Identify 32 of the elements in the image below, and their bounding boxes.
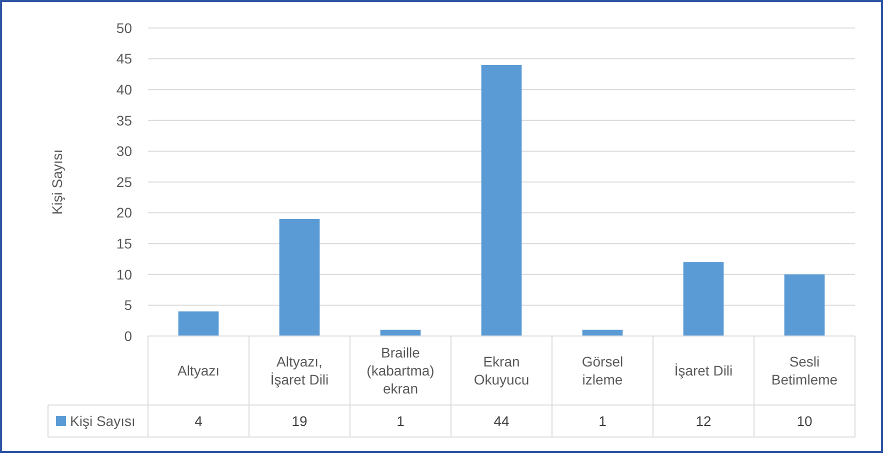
x-tick-label: Ekran Okuyucu <box>474 353 530 388</box>
data-label: 1 <box>598 412 607 429</box>
y-tick-label: 0 <box>124 328 132 344</box>
y-tick-label: 50 <box>116 20 132 36</box>
x-tick-label: Sesli Betimleme <box>771 353 838 388</box>
data-label: 1 <box>396 412 405 429</box>
x-tick-label: Braille (kabartma) ekran <box>366 344 434 396</box>
x-tick-label: Görsel izleme <box>582 353 624 388</box>
y-tick-label: 20 <box>116 204 132 221</box>
y-tick-label: 30 <box>116 143 132 160</box>
bar <box>178 311 219 336</box>
bar <box>784 274 825 336</box>
y-tick-label: 15 <box>116 236 132 252</box>
data-label: 4 <box>194 412 203 429</box>
bar <box>279 218 320 336</box>
x-tick-label: Altyazı, İşaret Dili <box>270 353 329 388</box>
legend-label: Kişi Sayısı <box>70 412 136 429</box>
y-tick-label: 35 <box>116 112 132 128</box>
y-tick-label: 40 <box>116 82 132 98</box>
data-label: 10 <box>796 412 812 429</box>
y-tick-label: 10 <box>116 266 132 282</box>
data-label: 12 <box>696 412 712 429</box>
data-label: 44 <box>494 412 510 429</box>
data-label: 19 <box>292 412 308 429</box>
x-tick-label: Altyazı <box>177 362 220 378</box>
y-tick-label: 45 <box>116 50 132 67</box>
y-axis-title: Kişi Sayısı <box>49 149 65 215</box>
bar <box>481 64 522 336</box>
x-tick-label: İşaret Dili <box>674 362 733 378</box>
y-tick-label: 5 <box>124 297 132 314</box>
bar <box>683 262 724 336</box>
y-tick-label: 25 <box>116 174 132 190</box>
